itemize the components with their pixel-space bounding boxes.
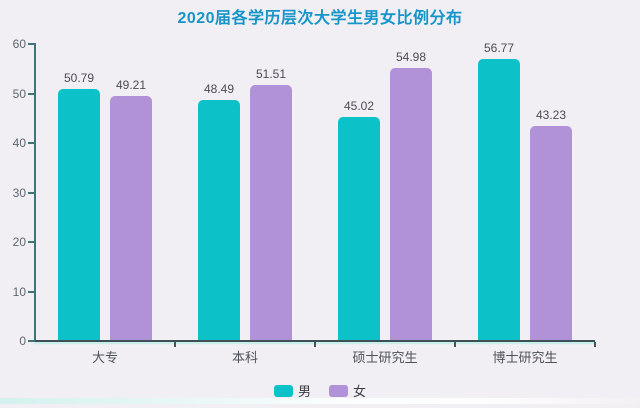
y-axis-tick-label: 60 (12, 37, 26, 51)
bar-value-label: 54.98 (395, 49, 427, 64)
bar-value-label: 43.23 (535, 108, 567, 122)
y-axis-tick (28, 43, 35, 45)
legend-label: 女 (353, 384, 367, 399)
bar-男-博士研究生 (478, 58, 520, 340)
chart-title: 2020届各学历层次大学生男女比例分布 (177, 10, 463, 27)
x-axis-tick (454, 342, 456, 347)
legend-swatch-icon (329, 384, 348, 397)
bar-男-大专 (58, 88, 100, 340)
y-axis-tick (28, 142, 35, 144)
y-axis-tick-label: 50 (12, 86, 26, 101)
bar-value-label: 48.49 (203, 81, 235, 96)
y-axis-tick (28, 241, 35, 243)
x-axis-category-label: 本科 (231, 350, 258, 365)
y-axis-tick (28, 191, 35, 194)
y-axis-line (34, 43, 36, 342)
bar-男-硕士研究生 (338, 117, 380, 340)
legend-label: 男 (297, 384, 311, 399)
x-axis-line (34, 340, 595, 342)
x-axis-tick (174, 342, 176, 347)
x-axis-tick (314, 342, 316, 347)
y-axis-tick-label: 30 (12, 185, 26, 200)
y-axis-tick (28, 92, 35, 95)
bar-value-label: 45.02 (343, 99, 375, 114)
y-axis-tick (28, 290, 35, 293)
bar-value-label: 51.51 (255, 67, 287, 82)
bar-女-硕士研究生 (390, 67, 432, 340)
y-axis-tick-label: 0 (19, 334, 26, 348)
bar-value-label: 56.77 (483, 40, 515, 55)
bottom-gradient-strip (0, 398, 640, 404)
bar-女-大专 (110, 96, 152, 340)
x-axis-category-label: 博士研究生 (492, 350, 558, 365)
x-axis-tick (594, 342, 596, 347)
bar-value-label: 49.21 (115, 78, 147, 93)
x-axis-category-label: 硕士研究生 (352, 350, 418, 365)
bar-男-本科 (198, 99, 240, 340)
y-axis-tick-label: 40 (12, 136, 26, 150)
y-axis-tick (28, 340, 35, 342)
bar-value-label: 50.79 (63, 70, 95, 85)
chart-legend: 男女 (0, 381, 640, 400)
legend-item-女[interactable]: 女 (329, 381, 366, 400)
x-axis-category-label: 大专 (91, 350, 118, 365)
bar-女-博士研究生 (530, 126, 572, 340)
y-axis-tick-label: 20 (12, 235, 26, 249)
legend-swatch-icon (273, 384, 293, 397)
bar-女-本科 (250, 85, 292, 340)
y-axis-tick-label: 10 (12, 284, 26, 299)
legend-item-男[interactable]: 男 (273, 381, 311, 400)
